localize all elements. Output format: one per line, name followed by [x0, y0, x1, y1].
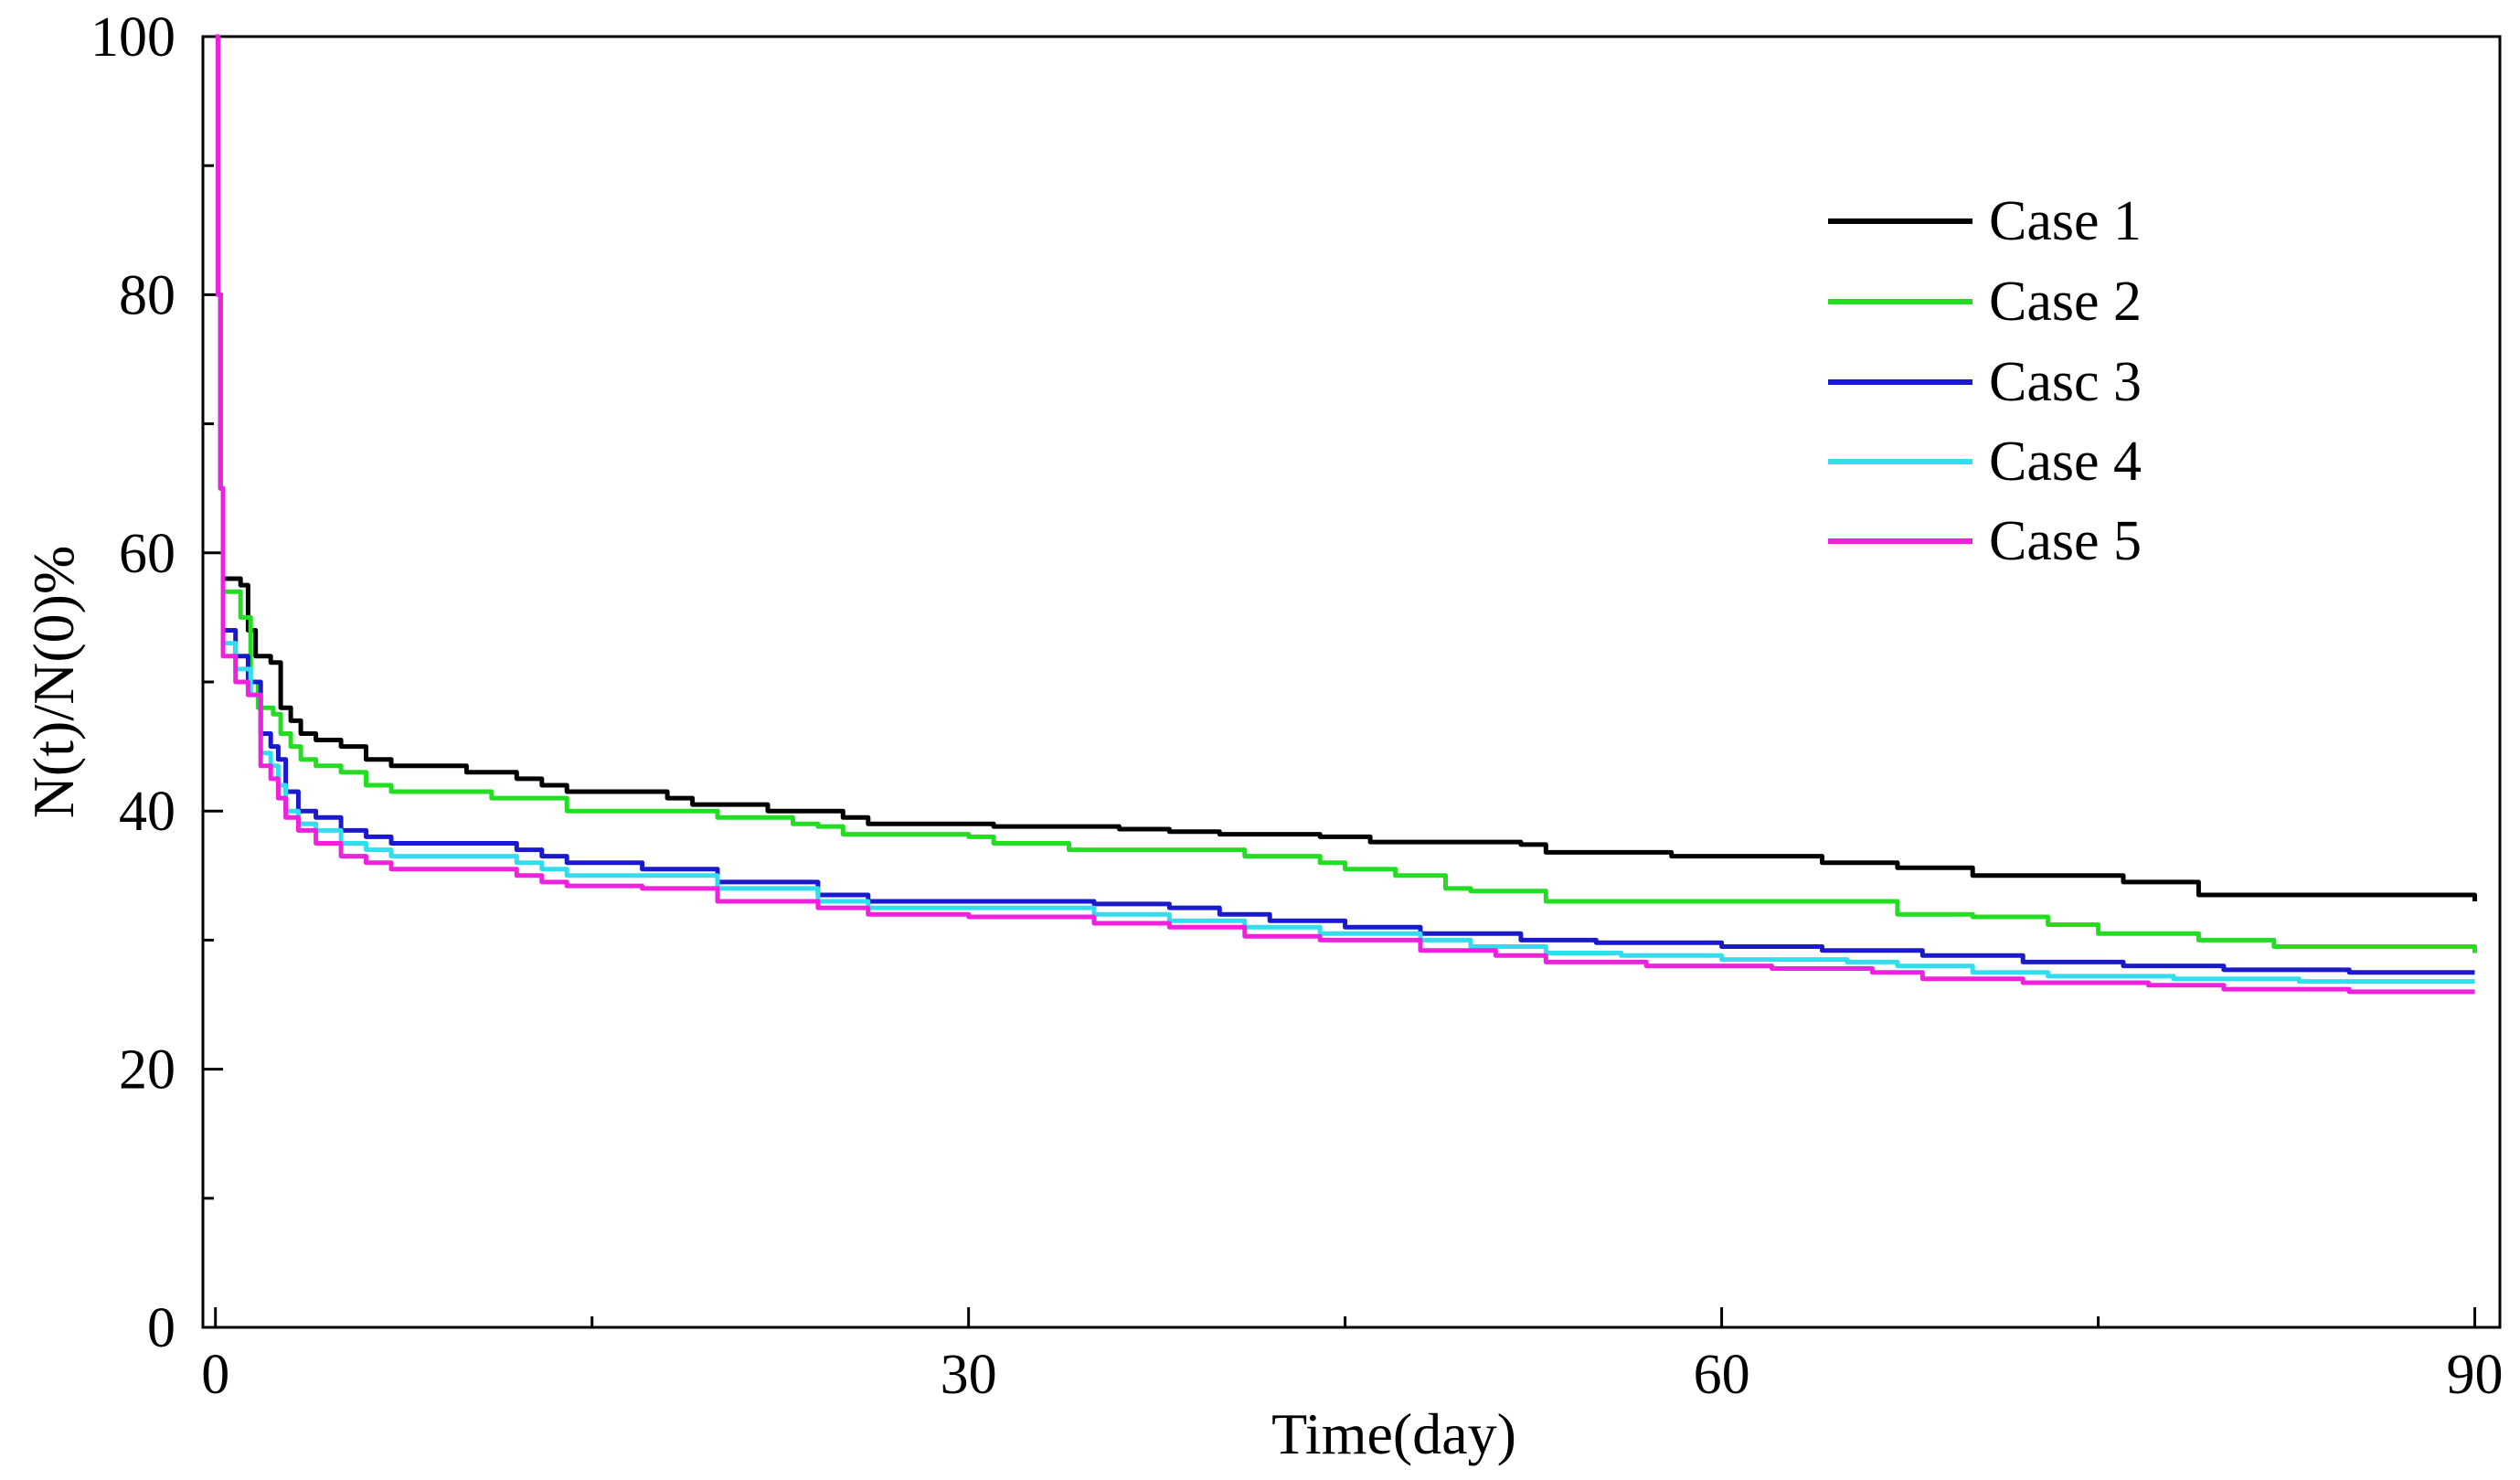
- legend-label-case-3: Casc 3: [1989, 351, 2142, 413]
- x-tick-label: 60: [1694, 1344, 1750, 1406]
- y-tick-labels: 0 20 40 60 80 100: [90, 6, 175, 1359]
- series-line-case-4: [215, 34, 2475, 985]
- series-line-case-3: [215, 34, 2475, 975]
- y-tick-label: 40: [119, 781, 175, 843]
- y-tick-label: 100: [90, 6, 175, 69]
- series-line-case-5: [215, 34, 2475, 995]
- x-tick-labels: 0 30 60 90: [201, 1344, 2503, 1406]
- x-tick-label: 90: [2447, 1344, 2504, 1406]
- y-tick-label: 0: [147, 1297, 175, 1359]
- y-axis-title: N(t)/N(0)%: [21, 546, 86, 819]
- series-line-case-1: [215, 34, 2477, 901]
- y-tick-label: 60: [119, 523, 175, 585]
- legend-label-case-4: Case 4: [1989, 431, 2142, 493]
- legend-label-case-2: Case 2: [1989, 271, 2142, 333]
- series-lines: [215, 34, 2477, 995]
- x-tick-label: 0: [201, 1344, 229, 1406]
- series-line-case-2: [215, 34, 2477, 953]
- y-tick-label: 20: [119, 1039, 175, 1102]
- y-tick-label: 80: [119, 264, 175, 326]
- plot-frame: [201, 35, 2502, 1329]
- legend: Case 1 Case 2 Casc 3 Case 4 Case 5: [1828, 190, 2142, 572]
- x-axis-title: Time(day): [1271, 1401, 1516, 1466]
- x-tick-label: 30: [941, 1344, 997, 1406]
- legend-label-case-5: Case 5: [1989, 510, 2142, 572]
- legend-label-case-1: Case 1: [1989, 190, 2142, 252]
